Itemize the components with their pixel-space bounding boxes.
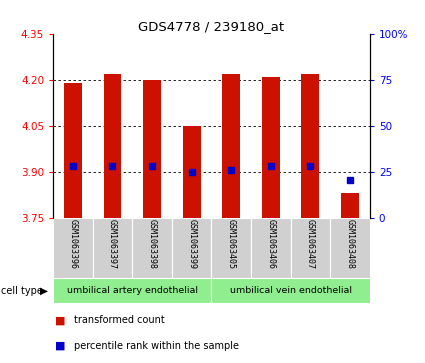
Bar <box>291 218 330 278</box>
Bar <box>132 218 172 278</box>
Text: transformed count: transformed count <box>74 315 165 325</box>
Text: GSM1063406: GSM1063406 <box>266 219 275 269</box>
Text: cell type: cell type <box>1 286 43 296</box>
Text: GSM1063407: GSM1063407 <box>306 219 315 269</box>
Bar <box>183 126 201 218</box>
Bar <box>104 74 122 218</box>
Bar <box>301 74 319 218</box>
Text: ■: ■ <box>55 315 66 325</box>
Bar <box>330 218 370 278</box>
Title: GDS4778 / 239180_at: GDS4778 / 239180_at <box>139 20 284 33</box>
Text: GSM1063398: GSM1063398 <box>147 219 156 269</box>
Bar <box>222 74 240 218</box>
Text: percentile rank within the sample: percentile rank within the sample <box>74 340 239 351</box>
Text: GSM1063399: GSM1063399 <box>187 219 196 269</box>
Text: GSM1063397: GSM1063397 <box>108 219 117 269</box>
Bar <box>341 193 359 218</box>
Bar <box>143 80 161 218</box>
Text: umbilical vein endothelial: umbilical vein endothelial <box>230 286 351 295</box>
Text: GSM1063396: GSM1063396 <box>68 219 77 269</box>
Bar <box>211 278 370 303</box>
Text: ▶: ▶ <box>40 286 48 296</box>
Bar <box>53 278 211 303</box>
Bar <box>211 218 251 278</box>
Bar <box>93 218 132 278</box>
Bar <box>64 83 82 218</box>
Text: ■: ■ <box>55 340 66 351</box>
Bar <box>172 218 211 278</box>
Text: umbilical artery endothelial: umbilical artery endothelial <box>67 286 198 295</box>
Bar <box>251 218 291 278</box>
Bar <box>262 77 280 218</box>
Text: GSM1063405: GSM1063405 <box>227 219 236 269</box>
Text: GSM1063408: GSM1063408 <box>346 219 354 269</box>
Bar <box>53 218 93 278</box>
